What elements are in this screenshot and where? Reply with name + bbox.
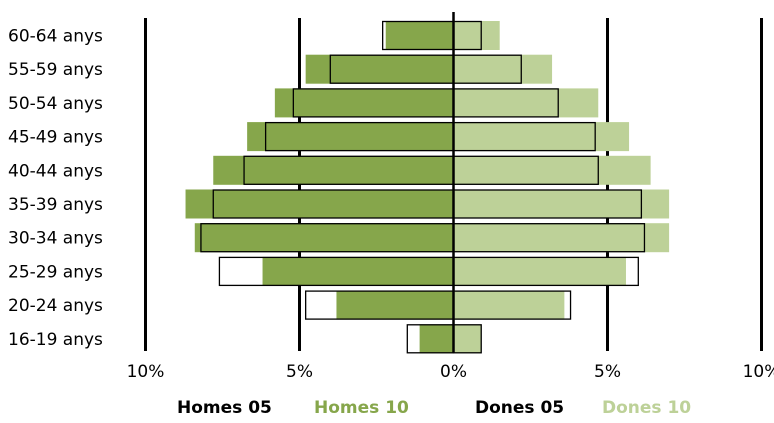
bar-homes10-9 [419, 324, 454, 354]
bar-homes10-1 [305, 54, 454, 84]
y-tick-label: 16-19 anys [8, 330, 103, 350]
x-tick-label: 10% [127, 362, 165, 382]
legend-item: Homes 05 [177, 398, 272, 418]
bar-homes10-7 [262, 256, 454, 286]
bar-dones10-4 [453, 155, 651, 185]
x-tick-label: 10% [743, 362, 774, 382]
bar-dones10-7 [453, 256, 626, 286]
bar-homes10-2 [274, 88, 454, 118]
bar-homes10-8 [336, 290, 454, 320]
bar-dones10-9 [453, 324, 482, 354]
legend-item: Dones 10 [602, 398, 691, 418]
y-tick-label: 40-44 anys [8, 161, 103, 181]
bar-dones10-0 [453, 21, 500, 50]
y-tick-label: 60-64 anys [8, 27, 103, 47]
y-tick-label: 35-39 anys [8, 195, 103, 215]
bar-dones10-8 [453, 290, 565, 320]
bar-dones10-3 [453, 122, 630, 152]
legend-item: Dones 05 [475, 398, 564, 418]
bar-homes10-6 [194, 223, 454, 253]
y-tick-label: 25-29 anys [8, 262, 103, 282]
bar-homes10-5 [185, 189, 454, 219]
y-tick-label: 45-49 anys [8, 128, 103, 148]
bar-homes10-4 [213, 155, 454, 185]
legend: Homes 05 Homes 10 Dones 05 Dones 10 [177, 398, 691, 418]
y-tick-label: 55-59 anys [8, 60, 103, 80]
bar-homes10-3 [247, 122, 454, 152]
y-tick-labels: 60-64 anys 55-59 anys 50-54 anys 45-49 anys… [8, 27, 103, 350]
bar-dones10-1 [453, 54, 553, 84]
legend-item: Homes 10 [314, 398, 409, 418]
bar-homes10-0 [385, 21, 454, 50]
bars-layer [185, 20, 670, 354]
x-tick-label: 0% [440, 362, 467, 382]
x-tick-label: 5% [286, 362, 313, 382]
x-tick-labels: 10% 5% 0% 5% 10% [127, 362, 774, 382]
bar-dones10-5 [453, 189, 670, 219]
bar-dones10-6 [453, 223, 670, 253]
y-tick-label: 20-24 anys [8, 296, 103, 316]
x-tick-label: 5% [594, 362, 621, 382]
bar-dones10-2 [453, 88, 599, 118]
y-tick-label: 30-34 anys [8, 229, 103, 249]
y-tick-label: 50-54 anys [8, 94, 103, 114]
